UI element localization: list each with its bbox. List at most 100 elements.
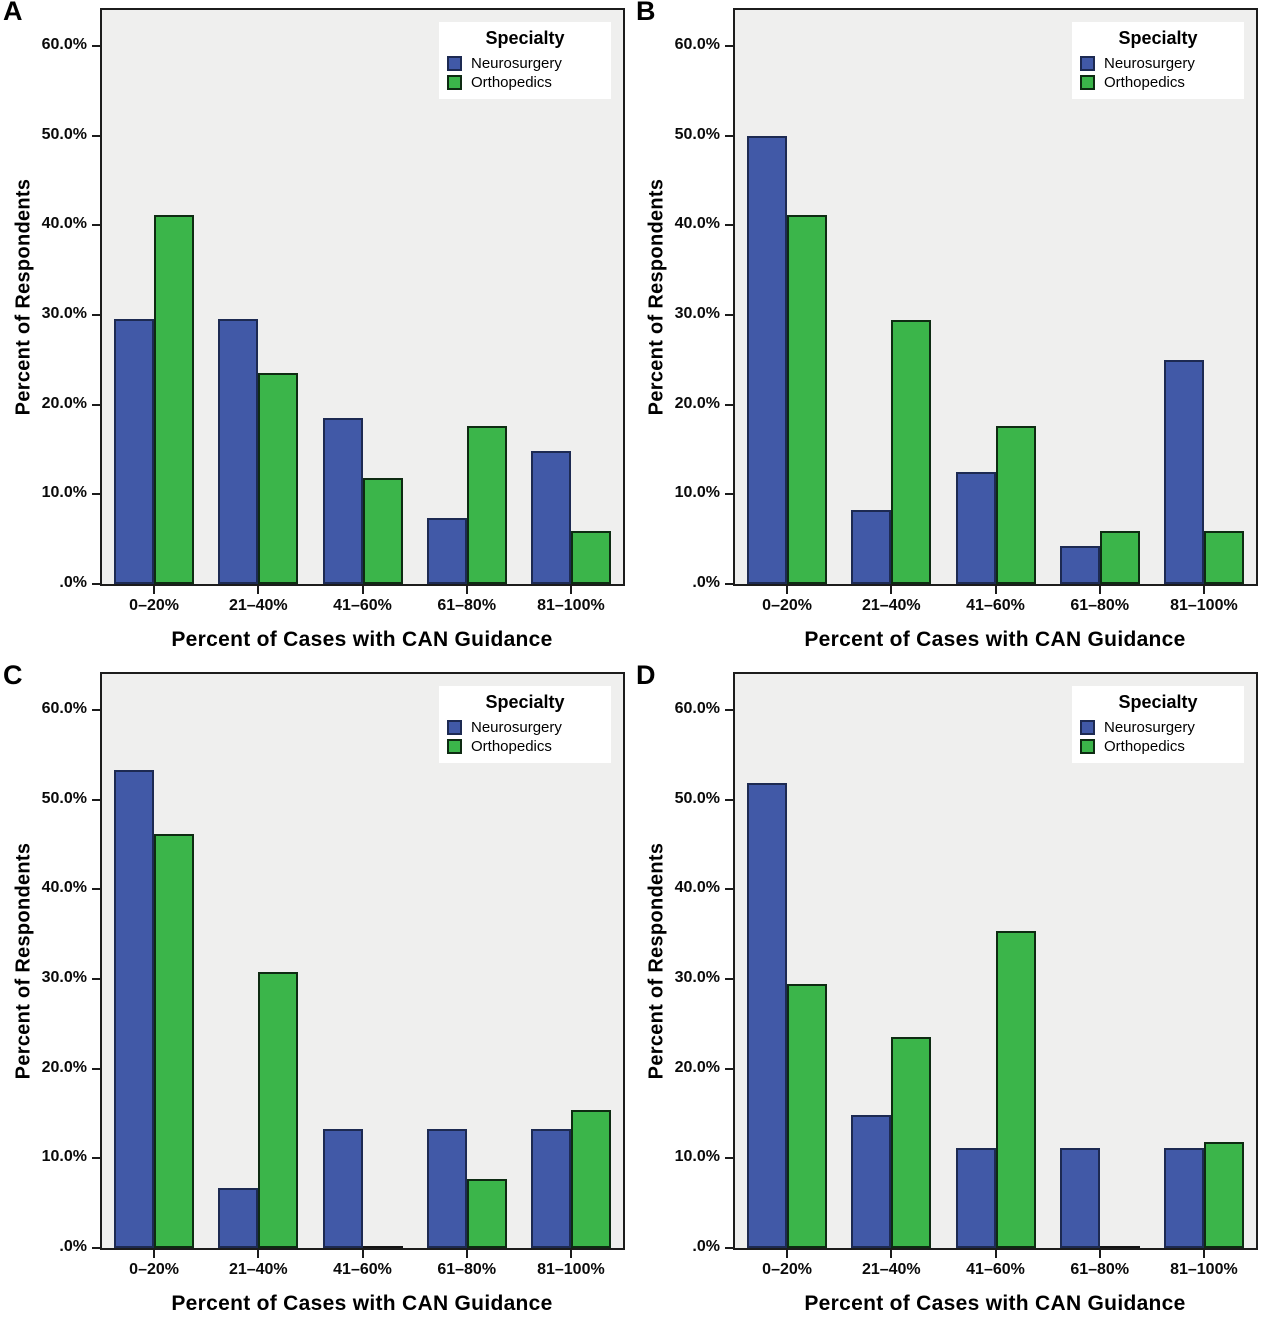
bar-orthopedics-61-80-	[1099, 531, 1140, 584]
y-tick-mark	[92, 403, 100, 406]
bar-neurosurgery-0-20-	[747, 782, 788, 1248]
y-tick-label: 60.0%	[674, 35, 720, 53]
neurosurgery-swatch-icon	[1080, 56, 1095, 71]
neurosurgery-swatch-icon	[447, 720, 462, 735]
legend-item-neurosurgery: Neurosurgery	[1080, 719, 1236, 736]
legend: Specialty Neurosurgery Orthopedics	[439, 22, 611, 99]
bar-neurosurgery-41-60-	[955, 471, 996, 584]
y-tick-mark	[92, 798, 100, 801]
y-tick-label: 50.0%	[674, 125, 720, 143]
legend-title: Specialty	[1118, 28, 1198, 48]
bar-orthopedics-0-20-	[787, 984, 828, 1248]
bar-neurosurgery-81-100-	[1163, 359, 1204, 584]
panel-letter: C	[3, 660, 23, 690]
y-axis-title: Percent of Respondents	[645, 178, 668, 416]
legend-title: Specialty	[485, 28, 565, 48]
bar-orthopedics-0-20-	[154, 833, 195, 1248]
y-tick-label: 50.0%	[41, 789, 87, 807]
y-tick-mark	[92, 313, 100, 316]
bars-container: 60.0% 50.0% 40.0% 30.0% 20.0% 10.0% .0% 0–20% 21…	[675, 10, 1256, 614]
panel-letter: B	[636, 0, 656, 26]
y-tick-mark	[92, 224, 100, 227]
x-tick-mark	[1098, 1250, 1101, 1258]
bar-orthopedics-41-60-	[362, 478, 403, 584]
legend-title: Specialty	[1118, 692, 1198, 712]
bar-orthopedics-41-60-	[995, 931, 1036, 1248]
bar-neurosurgery-61-80-	[1059, 1148, 1100, 1248]
legend-label: Neurosurgery	[1104, 55, 1195, 72]
bar-neurosurgery-61-80-	[1059, 546, 1100, 584]
x-tick-mark	[786, 586, 789, 594]
bar-neurosurgery-21-40-	[218, 318, 259, 584]
y-tick-mark	[725, 313, 733, 316]
y-tick-label: 40.0%	[674, 215, 720, 233]
bar-orthopedics-61-80-	[1099, 1246, 1140, 1248]
y-tick-mark	[92, 1157, 100, 1160]
y-tick-mark	[725, 888, 733, 891]
x-tick-label: 0–20%	[762, 597, 813, 614]
x-axis-title: Percent of Cases with CAN Guidance	[804, 628, 1186, 651]
y-tick-mark	[92, 708, 100, 711]
bar-orthopedics-81-100-	[570, 531, 611, 584]
x-tick-label: 61–80%	[437, 1261, 497, 1278]
x-axis-title: Percent of Cases with CAN Guidance	[804, 1292, 1186, 1315]
y-tick-label: 10.0%	[41, 1148, 87, 1166]
x-tick-mark	[1098, 586, 1101, 594]
y-tick-label: .0%	[59, 574, 87, 592]
bar-orthopedics-0-20-	[154, 214, 195, 584]
bars-container: 60.0% 50.0% 40.0% 30.0% 20.0% 10.0% .0% 0–20% 21…	[42, 674, 623, 1278]
legend-label: Orthopedics	[1104, 738, 1185, 755]
plot-area: 60.0% 50.0% 40.0% 30.0% 20.0% 10.0% .0% 0–20% 21…	[675, 672, 1258, 1278]
legend: Specialty Neurosurgery Orthopedics	[439, 686, 611, 763]
x-tick-mark	[890, 586, 893, 594]
bar-neurosurgery-0-20-	[747, 135, 788, 584]
y-tick-label: 20.0%	[674, 1058, 720, 1076]
panel-c: C Percent of Respondents 60.0% 50.0% 40.0%…	[0, 660, 633, 1328]
panel-letter: D	[636, 660, 656, 690]
legend-label: Orthopedics	[471, 74, 552, 91]
x-tick-label: 41–60%	[333, 597, 392, 614]
x-tick-label: 0–20%	[129, 597, 180, 614]
x-tick-label: 41–60%	[966, 597, 1025, 614]
y-tick-mark	[725, 493, 733, 496]
bar-orthopedics-81-100-	[1203, 1142, 1244, 1248]
legend-item-orthopedics: Orthopedics	[447, 74, 603, 91]
x-tick-mark	[153, 1250, 156, 1258]
y-tick-label: 60.0%	[41, 35, 87, 53]
y-tick-mark	[725, 708, 733, 711]
y-tick-mark	[92, 583, 100, 585]
x-tick-mark	[1202, 586, 1205, 594]
x-tick-mark	[465, 586, 468, 594]
plot-area: 60.0% 50.0% 40.0% 30.0% 20.0% 10.0% .0% 0–20% 21…	[42, 8, 625, 614]
y-tick-mark	[725, 1247, 733, 1249]
y-tick-mark	[725, 583, 733, 585]
orthopedics-swatch-icon	[1080, 739, 1095, 754]
y-axis-title: Percent of Respondents	[645, 842, 668, 1080]
orthopedics-swatch-icon	[447, 75, 462, 90]
y-tick-mark	[92, 44, 100, 47]
x-tick-mark	[569, 586, 572, 594]
x-tick-label: 0–20%	[129, 1261, 180, 1278]
x-axis-title: Percent of Cases with CAN Guidance	[171, 628, 553, 651]
neurosurgery-swatch-icon	[1080, 720, 1095, 735]
bar-neurosurgery-21-40-	[851, 509, 892, 584]
x-tick-label: 61–80%	[1070, 1261, 1130, 1278]
y-tick-mark	[92, 977, 100, 980]
bar-neurosurgery-0-20-	[114, 318, 155, 584]
y-tick-mark	[725, 134, 733, 137]
y-tick-label: 20.0%	[674, 394, 720, 412]
x-axis-title: Percent of Cases with CAN Guidance	[171, 1292, 553, 1315]
legend: Specialty Neurosurgery Orthopedics	[1072, 686, 1244, 763]
y-tick-label: 60.0%	[41, 699, 87, 717]
x-tick-label: 41–60%	[966, 1261, 1025, 1278]
y-tick-mark	[92, 493, 100, 496]
legend-item-neurosurgery: Neurosurgery	[447, 55, 603, 72]
y-tick-label: 50.0%	[674, 789, 720, 807]
bar-neurosurgery-61-80-	[426, 517, 467, 584]
bar-orthopedics-41-60-	[362, 1246, 403, 1248]
y-tick-mark	[92, 134, 100, 137]
x-tick-label: 21–40%	[228, 597, 288, 614]
legend-label: Neurosurgery	[1104, 719, 1195, 736]
y-tick-label: 10.0%	[41, 484, 87, 502]
